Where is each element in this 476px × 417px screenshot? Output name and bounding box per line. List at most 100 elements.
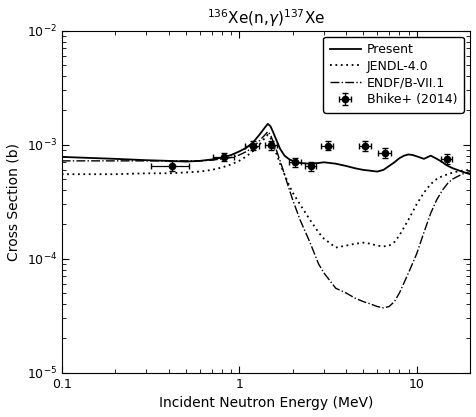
Present	[297, 161, 302, 166]
Present	[332, 161, 338, 166]
Present	[236, 149, 241, 154]
Present	[433, 156, 439, 161]
Present	[400, 153, 406, 158]
Present	[420, 156, 426, 161]
JENDL-4.0	[285, 182, 291, 187]
ENDF/B-VII.1	[236, 153, 241, 158]
Present	[444, 163, 450, 168]
JENDL-4.0	[112, 172, 118, 177]
JENDL-4.0	[444, 172, 450, 177]
Present	[391, 160, 397, 165]
JENDL-4.0	[420, 190, 426, 195]
Legend: Present, JENDL-4.0, ENDF/B-VII.1, Bhike+ (2014): Present, JENDL-4.0, ENDF/B-VII.1, Bhike+…	[323, 37, 463, 113]
Present	[289, 158, 295, 163]
JENDL-4.0	[208, 167, 214, 172]
Present	[262, 125, 268, 130]
Present	[269, 129, 275, 134]
JENDL-4.0	[228, 162, 233, 167]
Present	[367, 168, 373, 173]
JENDL-4.0	[59, 172, 64, 177]
ENDF/B-VII.1	[256, 138, 262, 143]
ENDF/B-VII.1	[218, 156, 224, 161]
ENDF/B-VII.1	[320, 270, 326, 275]
ENDF/B-VII.1	[427, 211, 433, 216]
Present	[374, 169, 379, 174]
ENDF/B-VII.1	[466, 169, 472, 174]
ENDF/B-VII.1	[386, 304, 391, 309]
JENDL-4.0	[386, 243, 391, 248]
JENDL-4.0	[264, 132, 270, 137]
ENDF/B-VII.1	[228, 155, 233, 160]
JENDL-4.0	[272, 148, 278, 153]
ENDF/B-VII.1	[396, 291, 401, 296]
Present	[320, 160, 326, 165]
ENDF/B-VII.1	[143, 158, 149, 163]
Present	[228, 153, 233, 158]
ENDF/B-VII.1	[277, 158, 282, 163]
ENDF/B-VII.1	[391, 299, 397, 304]
JENDL-4.0	[458, 168, 464, 173]
ENDF/B-VII.1	[272, 145, 278, 150]
JENDL-4.0	[449, 170, 455, 175]
ENDF/B-VII.1	[433, 197, 439, 202]
Present	[413, 154, 418, 159]
Present	[208, 157, 214, 162]
JENDL-4.0	[182, 170, 188, 175]
Present	[342, 163, 348, 168]
Present	[315, 161, 321, 166]
ENDF/B-VII.1	[458, 172, 464, 177]
ENDF/B-VII.1	[351, 296, 357, 301]
Present	[182, 159, 188, 164]
Present	[458, 169, 464, 174]
Present	[112, 156, 118, 161]
Present	[267, 124, 273, 129]
ENDF/B-VII.1	[405, 270, 410, 275]
JENDL-4.0	[315, 230, 321, 235]
Present	[351, 166, 357, 171]
ENDF/B-VII.1	[281, 172, 287, 177]
Present	[165, 158, 171, 163]
Present	[396, 156, 401, 161]
Present	[281, 153, 287, 158]
Line: Present: Present	[61, 124, 469, 174]
Title: $^{136}$Xe(n,$\gamma$)$^{137}$Xe: $^{136}$Xe(n,$\gamma$)$^{137}$Xe	[206, 7, 324, 29]
Line: JENDL-4.0: JENDL-4.0	[61, 135, 469, 248]
JENDL-4.0	[297, 202, 302, 207]
JENDL-4.0	[367, 241, 373, 246]
ENDF/B-VII.1	[289, 197, 295, 202]
ENDF/B-VII.1	[359, 299, 365, 304]
Present	[427, 153, 433, 158]
ENDF/B-VII.1	[243, 149, 249, 154]
Present	[359, 167, 365, 172]
JENDL-4.0	[256, 142, 262, 147]
Present	[256, 132, 262, 137]
ENDF/B-VII.1	[380, 305, 386, 310]
JENDL-4.0	[466, 167, 472, 172]
JENDL-4.0	[262, 135, 268, 140]
JENDL-4.0	[359, 240, 365, 245]
ENDF/B-VII.1	[59, 158, 64, 163]
JENDL-4.0	[380, 244, 386, 249]
ENDF/B-VII.1	[342, 291, 348, 296]
ENDF/B-VII.1	[449, 176, 455, 181]
ENDF/B-VII.1	[264, 129, 270, 134]
Present	[449, 166, 455, 171]
JENDL-4.0	[250, 148, 256, 153]
ENDF/B-VII.1	[420, 230, 426, 235]
JENDL-4.0	[391, 239, 397, 244]
ENDF/B-VII.1	[374, 304, 379, 309]
Present	[143, 158, 149, 163]
Present	[466, 172, 472, 177]
ENDF/B-VII.1	[297, 217, 302, 222]
JENDL-4.0	[405, 217, 410, 222]
Present	[243, 145, 249, 150]
JENDL-4.0	[281, 172, 287, 177]
ENDF/B-VII.1	[332, 286, 338, 291]
Present	[439, 160, 445, 165]
JENDL-4.0	[342, 243, 348, 248]
JENDL-4.0	[351, 241, 357, 246]
ENDF/B-VII.1	[208, 158, 214, 163]
JENDL-4.0	[197, 169, 202, 174]
Present	[386, 163, 391, 168]
ENDF/B-VII.1	[306, 239, 312, 244]
